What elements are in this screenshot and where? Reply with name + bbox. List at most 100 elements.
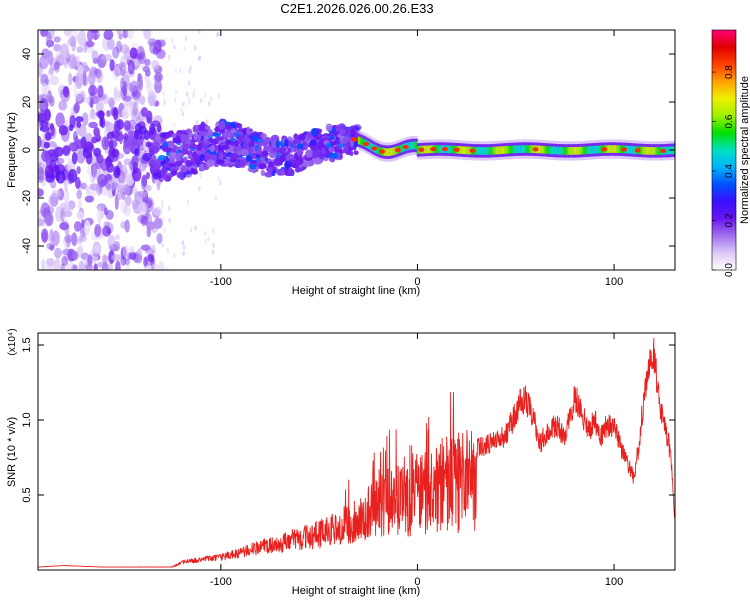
- spectrogram-cell: [48, 67, 54, 75]
- spectrogram-cell: [192, 92, 195, 98]
- spectrogram-cell: [71, 232, 78, 247]
- spectrogram-cell: [142, 65, 150, 73]
- spectrogram-cell: [222, 130, 232, 138]
- spectrogram-cell: [142, 152, 153, 162]
- spectrogram-cell: [620, 147, 627, 152]
- spectrogram-cell: [394, 147, 401, 153]
- spectrogram-cell: [314, 157, 323, 165]
- spectrogram-cell: [120, 247, 127, 260]
- spectrogram-cell: [106, 131, 115, 140]
- spectrogram-cell: [125, 260, 130, 270]
- spectrogram-cell: [38, 112, 47, 123]
- spectrogram-cell: [45, 110, 51, 122]
- spectrogram-cell: [193, 87, 196, 93]
- spectrogram-cell: [127, 59, 135, 75]
- spectrogram-cell: [49, 244, 55, 252]
- spectrogram-cell: [280, 169, 286, 176]
- x-tick-label: 0: [414, 276, 420, 288]
- spectrogram-cell: [120, 85, 127, 101]
- spectrogram-cell: [134, 129, 139, 140]
- snr-scale-note: (x10⁴): [7, 328, 18, 355]
- spectrogram-cell: [84, 219, 91, 236]
- spectrogram-cell: [168, 151, 176, 161]
- spectrogram-cell: [164, 147, 173, 153]
- spectrogram-cell: [106, 162, 115, 173]
- spectrogram-cell: [135, 93, 140, 106]
- spectrogram-cell: [302, 141, 309, 151]
- spectrogram-cell: [240, 148, 249, 157]
- spectrogram-cell: [532, 147, 539, 152]
- spectrogram-cell: [163, 227, 166, 233]
- spectrogram-cell: [212, 242, 215, 248]
- spectrogram-cell: [188, 99, 191, 105]
- spectrogram-cell: [61, 248, 72, 256]
- spectrogram-cell: [145, 141, 152, 148]
- spectrogram-x-label: Height of straight line (km): [292, 285, 420, 297]
- spectrogram-cell: [143, 30, 152, 40]
- spectrogram-cell: [245, 155, 252, 161]
- spectrogram-cell: [94, 223, 102, 237]
- spectrogram-cell: [292, 138, 302, 144]
- spectrogram-cell: [73, 221, 82, 232]
- spectrogram-cell: [204, 92, 207, 98]
- spectrogram-cell: [154, 79, 162, 94]
- spectrogram-cell: [134, 191, 143, 205]
- spectrogram-cell: [204, 231, 207, 237]
- spectrogram-cell: [215, 136, 224, 141]
- spectrogram-cell: [132, 161, 139, 171]
- spectrogram-cell: [236, 134, 242, 140]
- spectrogram-cell: [116, 184, 126, 193]
- spectrogram-cell: [323, 157, 329, 162]
- spectrogram-cell: [42, 122, 49, 133]
- spectrogram-cell: [38, 218, 45, 227]
- spectrogram-cell: [96, 168, 103, 184]
- chart-title: C2E1.2026.026.00.26.E33: [280, 1, 434, 16]
- spectrogram-cell: [161, 166, 166, 175]
- spectrogram-cell: [84, 141, 94, 151]
- spectrogram-cell: [45, 258, 55, 267]
- spectrogram-cell: [143, 256, 148, 268]
- spectrogram-cell: [329, 134, 335, 141]
- spectrogram-cell: [371, 146, 378, 151]
- spectrogram-cell: [192, 153, 199, 158]
- spectrogram-cell: [115, 40, 123, 53]
- spectrogram-cell: [161, 242, 164, 248]
- spectrogram-cell: [82, 71, 87, 86]
- spectrogram-cell: [121, 111, 130, 120]
- spectrogram-cell: [198, 163, 205, 172]
- spectrogram-cell: [154, 72, 163, 82]
- spectrogram-cell: [55, 170, 61, 182]
- spectrogram-cell: [140, 244, 151, 251]
- spectrogram-cell: [50, 126, 55, 137]
- spectrogram-cell: [423, 145, 427, 154]
- spectrogram-cell: [140, 215, 149, 226]
- spectrogram-cell: [71, 264, 78, 270]
- spectrogram-cell: [58, 125, 68, 136]
- spectrogram-cell: [46, 31, 52, 48]
- spectrogram-cell: [181, 111, 185, 117]
- spectrogram-cell: [146, 221, 156, 230]
- spectrogram-cell: [208, 101, 211, 107]
- spectrogram-cell: [634, 148, 641, 153]
- spectrogram-cell: [72, 82, 78, 97]
- spectrogram-cell: [260, 169, 266, 177]
- spectrogram-cell: [79, 233, 85, 241]
- spectrogram-cell: [275, 139, 281, 149]
- spectrogram-cell: [106, 109, 111, 118]
- spectrogram-cell: [230, 128, 237, 134]
- spectrogram-cell: [195, 119, 199, 125]
- x-tick-label: -100: [210, 576, 232, 588]
- spectrogram-cell: [216, 32, 219, 38]
- colorbar-tick-label: 0.8: [724, 65, 735, 79]
- spectrogram-cell: [207, 236, 210, 242]
- spectrogram-cell: [85, 40, 95, 48]
- spectrogram-cell: [430, 146, 437, 152]
- spectrogram-cell: [183, 45, 186, 51]
- spectrogram-cell: [138, 201, 148, 213]
- spectrogram-cell: [113, 165, 121, 179]
- spectrogram-cell: [377, 146, 381, 155]
- spectrogram-cell: [113, 86, 118, 100]
- spectrogram-cell: [47, 70, 54, 77]
- spectrogram-cell: [38, 166, 45, 181]
- spectrogram-cell: [171, 133, 177, 138]
